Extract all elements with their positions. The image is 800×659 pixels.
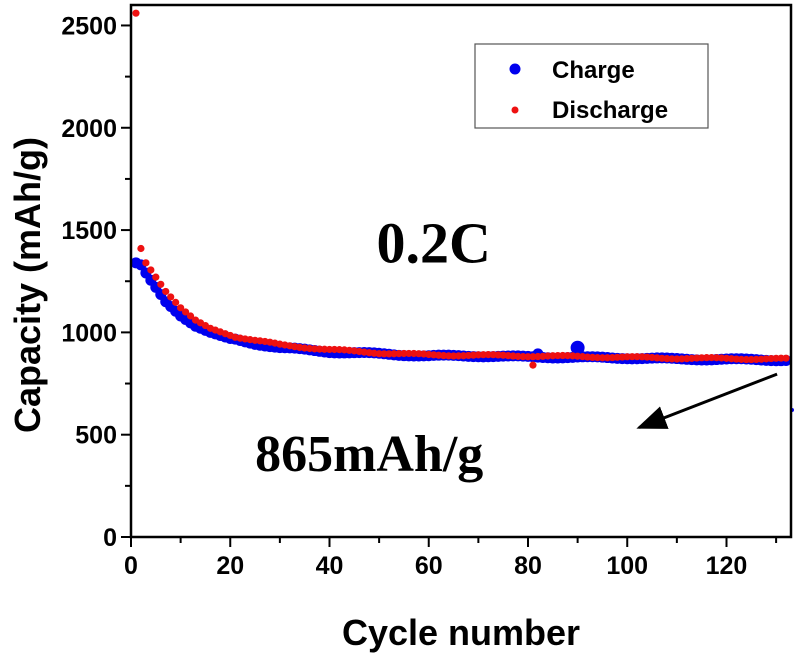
x-axis: 0 20 40 60 80 100 120 bbox=[124, 537, 778, 580]
data-point-discharge bbox=[742, 355, 750, 364]
annotation-arrow bbox=[636, 372, 778, 429]
legend-label-discharge: Discharge bbox=[552, 97, 668, 124]
y-axis: 0 500 1000 1500 2000 2500 bbox=[61, 12, 131, 552]
data-point-discharge bbox=[177, 304, 185, 312]
legend-box bbox=[474, 43, 709, 129]
x-tick-label: 120 bbox=[706, 552, 748, 580]
y-tick-label: 0 bbox=[103, 524, 117, 552]
y-tick-label: 1500 bbox=[61, 217, 117, 245]
series-discharge bbox=[132, 9, 790, 369]
data-point-discharge bbox=[628, 353, 636, 361]
data-point-discharge bbox=[484, 351, 492, 359]
data-point-discharge bbox=[181, 308, 190, 316]
legend-marker-charge bbox=[509, 63, 521, 75]
y-axis-title: Capacity (mAh/g) bbox=[7, 137, 48, 433]
data-point-discharge bbox=[147, 266, 155, 274]
data-point-discharge bbox=[142, 259, 150, 267]
data-point-discharge bbox=[152, 273, 160, 281]
plot-frame bbox=[129, 3, 793, 539]
data-point-discharge bbox=[703, 354, 711, 362]
data-point-discharge bbox=[186, 312, 195, 320]
data-point-discharge bbox=[782, 354, 790, 362]
data-point-discharge bbox=[405, 349, 413, 358]
x-tick-label: 40 bbox=[316, 552, 344, 580]
annotation-rate: 0.2C bbox=[377, 210, 491, 275]
y-tick-label: 2000 bbox=[61, 115, 117, 143]
legend: Charge Discharge bbox=[474, 43, 709, 129]
data-point-discharge bbox=[132, 9, 140, 17]
data-point-discharge bbox=[380, 350, 388, 358]
annotation-capacity: 865mAh/g bbox=[255, 426, 483, 483]
data-point-discharge bbox=[167, 293, 175, 301]
y-tick-label: 500 bbox=[75, 422, 117, 450]
legend-label-charge: Charge bbox=[552, 57, 635, 84]
x-tick-label: 80 bbox=[514, 552, 542, 580]
data-point-discharge bbox=[524, 353, 532, 361]
x-tick-label: 0 bbox=[124, 552, 138, 580]
x-tick-label: 60 bbox=[415, 552, 443, 580]
y-tick-label: 1000 bbox=[61, 319, 117, 347]
legend-marker-discharge bbox=[511, 106, 519, 114]
outlier-point-discharge bbox=[529, 361, 537, 369]
data-point-discharge bbox=[449, 352, 458, 360]
data-point-discharge bbox=[162, 287, 170, 296]
data-point-discharge bbox=[479, 351, 487, 359]
data-point-discharge bbox=[172, 298, 180, 306]
data-point-discharge bbox=[137, 244, 145, 253]
data-point-discharge bbox=[554, 351, 562, 360]
x-axis-title: Cycle number bbox=[342, 612, 580, 653]
y-tick-label: 2500 bbox=[61, 12, 117, 40]
data-point-discharge bbox=[777, 354, 785, 362]
data-point-discharge bbox=[598, 354, 607, 362]
data-point-discharge bbox=[400, 349, 408, 358]
data-point-discharge bbox=[157, 280, 165, 288]
outlier-point-charge bbox=[570, 340, 585, 355]
x-tick-label: 20 bbox=[216, 552, 244, 580]
data-point-discharge bbox=[325, 345, 334, 354]
data-points bbox=[130, 9, 794, 412]
x-tick-label: 100 bbox=[606, 552, 648, 580]
